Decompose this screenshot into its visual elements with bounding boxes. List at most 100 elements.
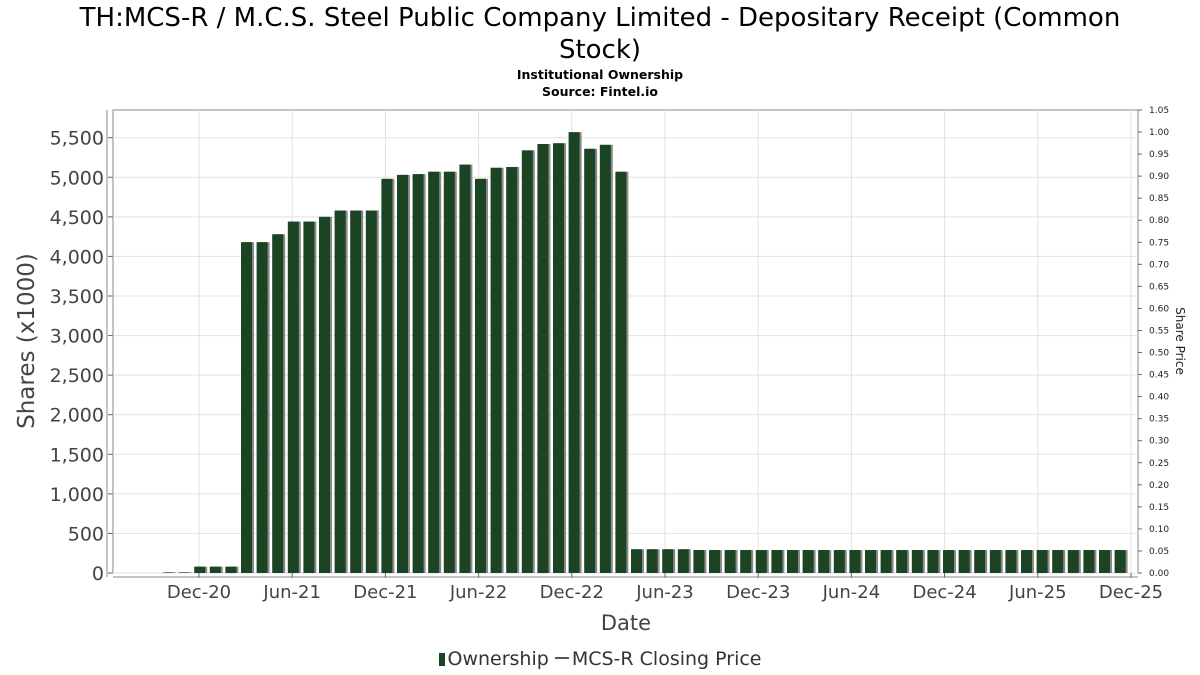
ownership-bar — [1114, 550, 1126, 573]
ownership-bar — [428, 171, 440, 573]
ownership-bar — [771, 550, 783, 573]
ownership-bar — [397, 174, 408, 573]
ownership-bar — [599, 144, 611, 574]
ownership-bar — [568, 132, 580, 573]
ownership-bar — [365, 210, 377, 573]
ownership-bar — [1083, 550, 1095, 573]
y-tick-label: 5,000 — [50, 167, 104, 189]
ownership-bar — [350, 210, 362, 573]
x-tick-label: Jun-23 — [635, 582, 694, 603]
chart-source: Source: Fintel.io — [542, 84, 658, 99]
ownership-bar — [506, 166, 518, 573]
ownership-bar — [709, 550, 720, 573]
ownership-bar — [693, 550, 705, 573]
ownership-bar — [537, 144, 549, 574]
ownership-bar — [974, 550, 986, 573]
ownership-bar — [958, 550, 970, 573]
ownership-bar — [943, 550, 954, 573]
chart-title-line1: TH:MCS-R / M.C.S. Steel Public Company L… — [79, 3, 1121, 33]
ownership-bar — [849, 550, 861, 573]
ownership-bar — [1005, 550, 1017, 573]
y2-tick-label: 0.85 — [1149, 194, 1169, 204]
legend-ownership-label: Ownership — [447, 648, 549, 670]
y2-tick-label: 0.00 — [1149, 569, 1169, 579]
y-tick-label: 500 — [68, 523, 104, 545]
axes: 0 500 1,000 1,500 2,000 2,500 3,000 3,500 4,000 4… — [50, 106, 1170, 603]
y2-tick-label: 0.95 — [1149, 150, 1169, 160]
y-tick-label: 0 — [92, 563, 104, 585]
x-tick-label: Dec-21 — [353, 582, 417, 603]
y-tick-label: 2,500 — [50, 365, 104, 387]
x-tick-label: Dec-20 — [167, 582, 231, 603]
y2-tick-label: 1.00 — [1149, 128, 1169, 138]
legend: Ownership MCS-R Closing Price — [0, 648, 1200, 670]
chart-title: TH:MCS-R / M.C.S. Steel Public Company L… — [0, 2, 1200, 66]
y-tick-label: 3,500 — [50, 286, 104, 308]
ownership-bar — [521, 150, 533, 573]
y2-tick-label: 0.70 — [1149, 260, 1169, 270]
ownership-bar — [209, 566, 221, 573]
ownership-bar — [615, 171, 627, 573]
y2-tick-label: 0.75 — [1149, 238, 1169, 248]
y2-tick-label: 0.10 — [1149, 525, 1169, 535]
legend-ownership-swatch — [438, 653, 445, 666]
ownership-bar — [272, 234, 284, 573]
ownership-bar — [740, 550, 752, 573]
y2-tick-label: 0.40 — [1149, 393, 1169, 403]
ownership-bar — [412, 174, 424, 573]
ownership-bar — [989, 550, 1001, 573]
y2-tick-label: 1.05 — [1149, 106, 1169, 116]
y-tick-label: 2,000 — [50, 405, 104, 427]
ownership-bar — [677, 549, 689, 573]
y2-tick-label: 0.50 — [1149, 349, 1169, 359]
y2-tick-label: 0.65 — [1149, 282, 1169, 292]
ownership-bar — [833, 550, 845, 573]
y-tick-label: 1,000 — [50, 484, 104, 506]
ownership-bar — [381, 178, 393, 573]
ownership-bar — [443, 171, 455, 573]
ownership-bar — [475, 178, 486, 573]
x-tick-label: Jun-22 — [449, 582, 508, 603]
y-tick-label: 4,000 — [50, 246, 104, 268]
ownership-bar — [178, 572, 190, 573]
x-axis-label: Date — [601, 611, 651, 635]
ownership-bar — [755, 550, 767, 573]
ownership-bar — [865, 550, 876, 573]
y2-tick-label: 0.30 — [1149, 437, 1169, 447]
ownership-bar — [225, 566, 237, 573]
y-tick-label: 4,500 — [50, 207, 104, 229]
y-tick-label: 3,000 — [50, 326, 104, 348]
ownership-bar — [194, 566, 206, 573]
chart-subtitle: Institutional Ownership — [516, 67, 684, 82]
ownership-bar — [724, 550, 736, 573]
chart-title-line2: Stock) — [558, 35, 642, 65]
x-tick-label: Dec-22 — [540, 582, 604, 603]
y-axis-label: Shares (x1000) — [14, 253, 40, 429]
x-tick-label: Jun-24 — [822, 582, 881, 603]
x-tick-label: Dec-24 — [912, 582, 976, 603]
ownership-bar — [319, 216, 330, 573]
ownership-bar — [553, 143, 564, 573]
y-tick-label: 5,500 — [50, 128, 104, 150]
ownership-bar — [459, 164, 471, 573]
legend-price-swatch — [554, 657, 569, 659]
ownership-bar — [646, 549, 658, 573]
y2-tick-label: 0.60 — [1149, 304, 1169, 314]
ownership-bar — [287, 221, 299, 573]
ownership-bar — [1099, 550, 1110, 573]
y-tick-label: 1,500 — [50, 444, 104, 466]
ownership-bar — [662, 549, 674, 573]
ownership-bar — [256, 242, 268, 573]
ownership-bar — [896, 550, 908, 573]
y2-tick-label: 0.90 — [1149, 172, 1169, 182]
bar-series — [163, 132, 1128, 574]
y2-tick-label: 0.20 — [1149, 481, 1169, 491]
ownership-bar — [241, 242, 252, 573]
y2-tick-label: 0.80 — [1149, 216, 1169, 226]
x-tick-label: Dec-25 — [1099, 582, 1163, 603]
ownership-bar — [490, 167, 502, 573]
ownership-bar — [1036, 550, 1048, 573]
ownership-bar — [303, 221, 315, 573]
ownership-bar — [911, 550, 923, 573]
